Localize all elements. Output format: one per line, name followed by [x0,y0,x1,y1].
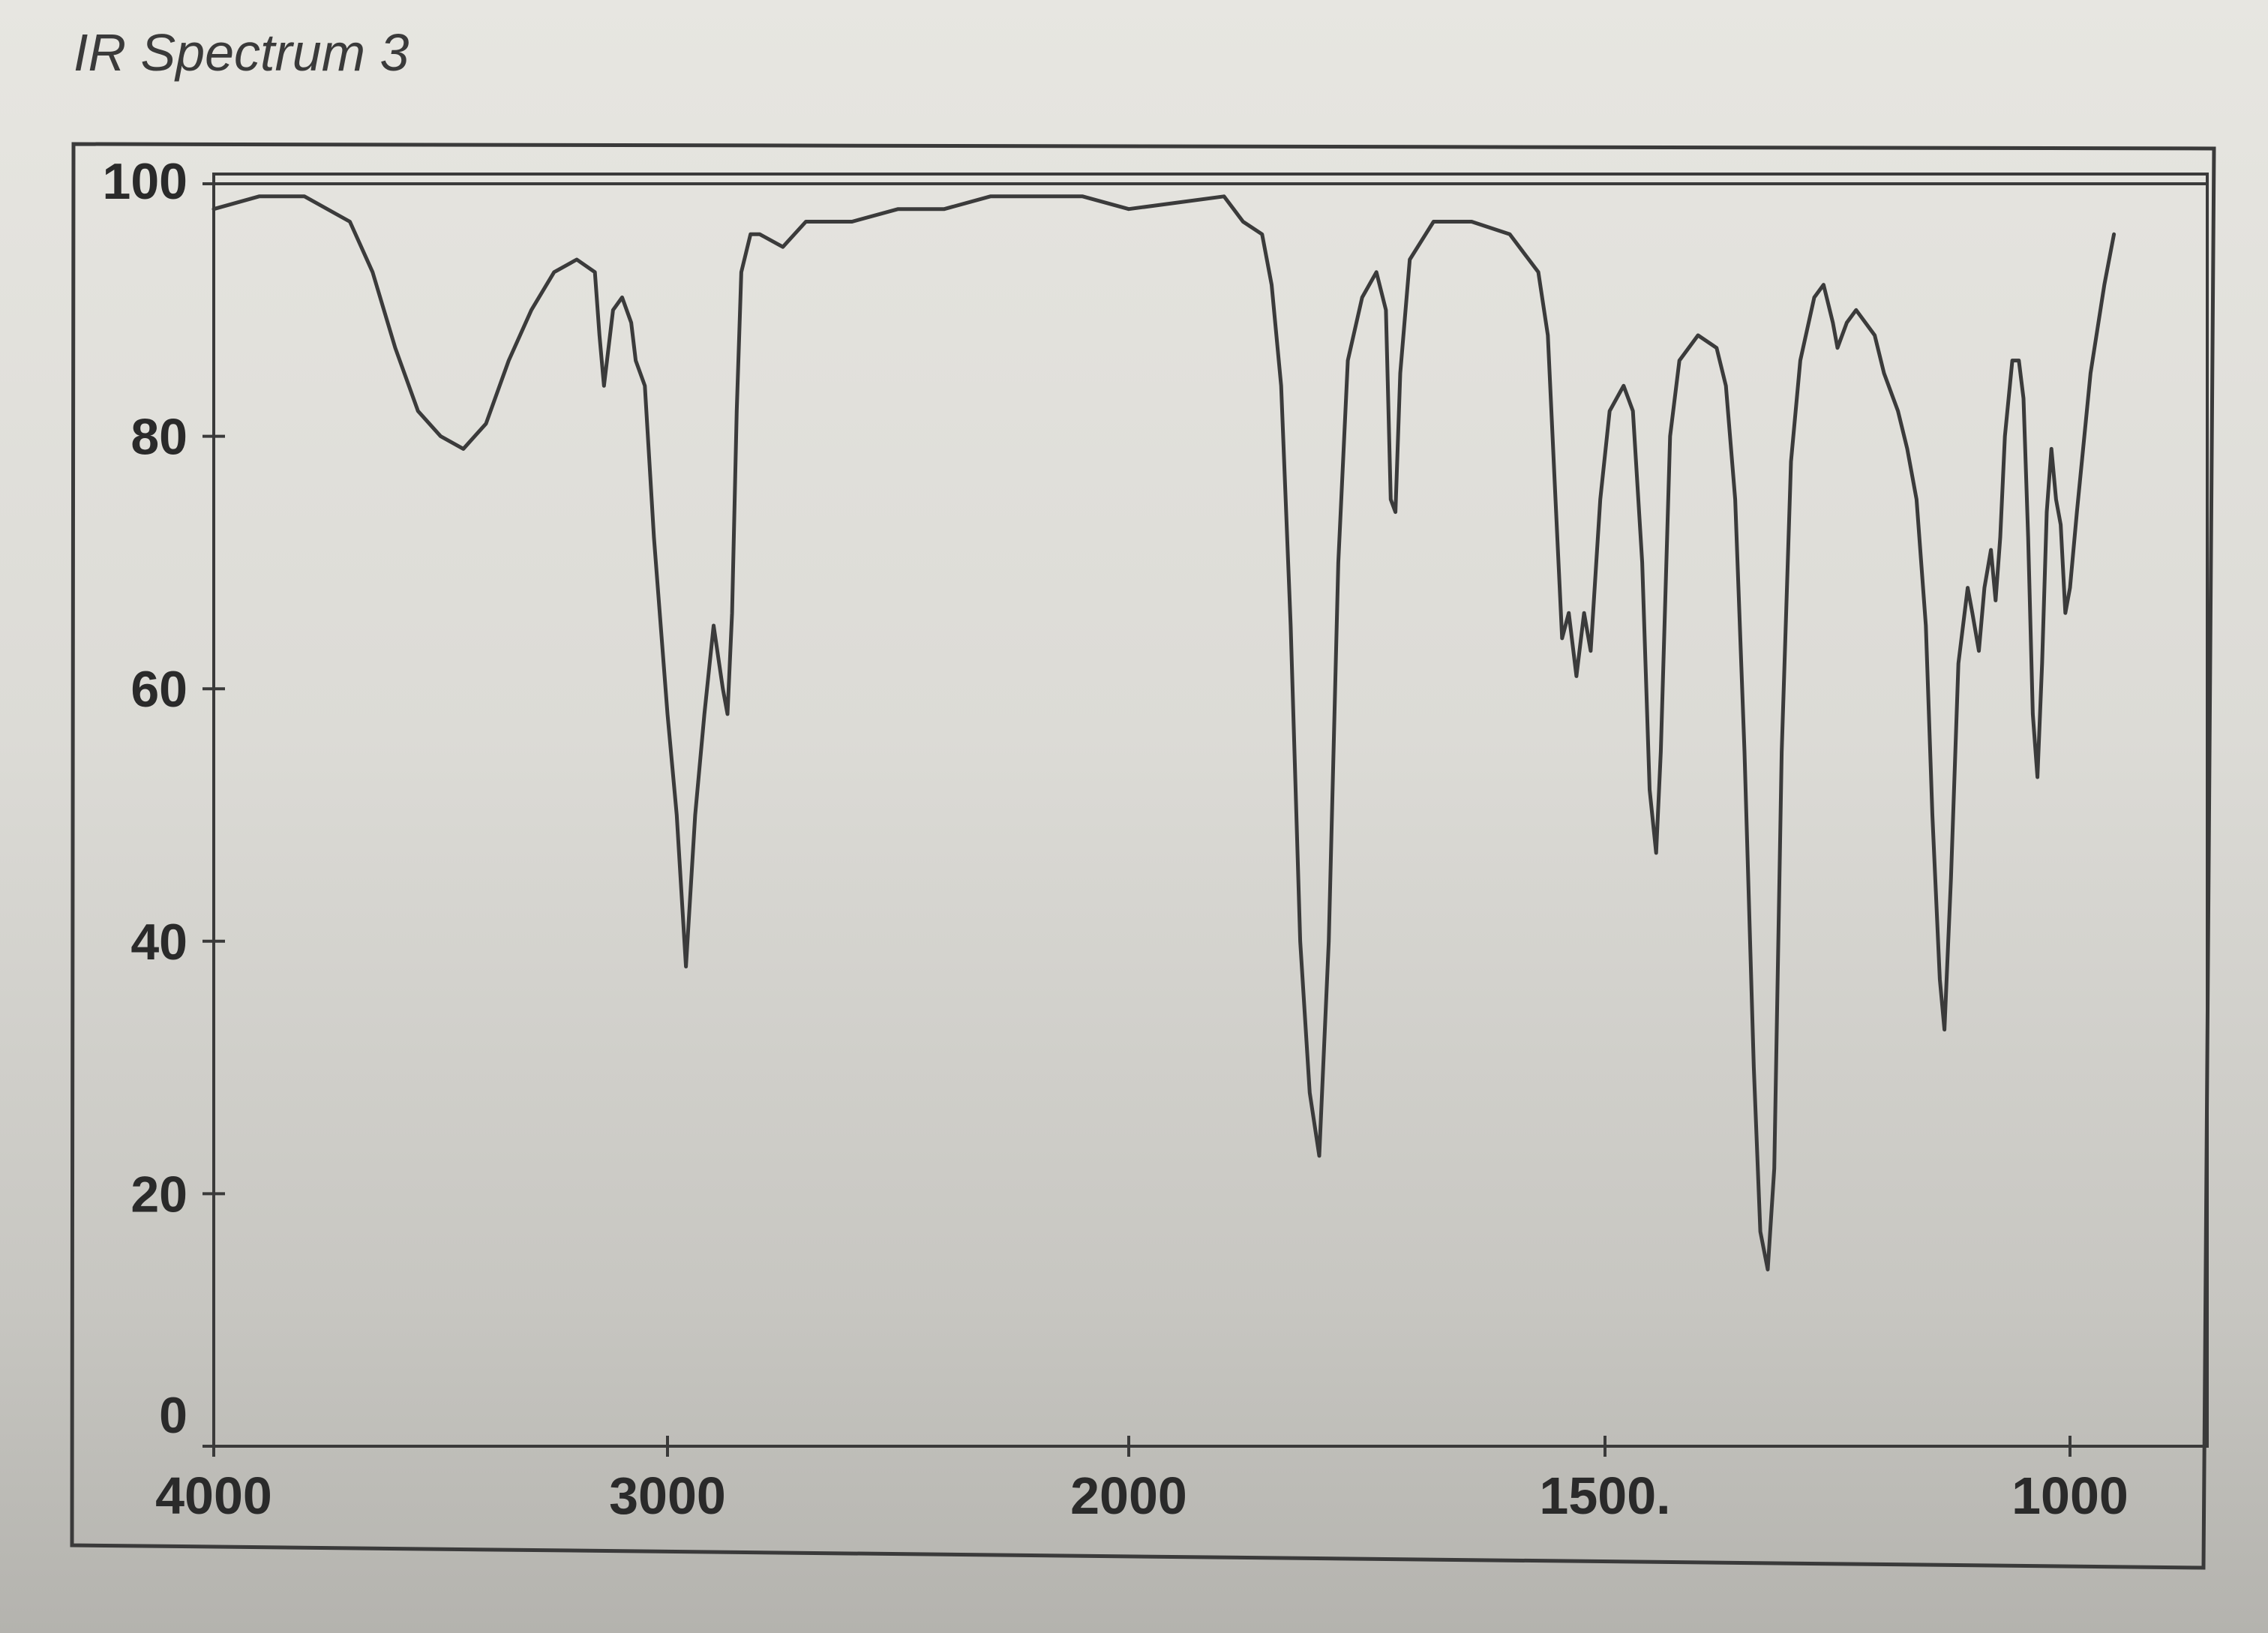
x-tick-label: 1500. [1539,1466,1670,1525]
x-tick-label: 2000 [1070,1466,1187,1525]
plot-area-frame [212,173,2209,1448]
x-tick-label: 3000 [609,1466,726,1525]
figure-caption: IR Spectrum 3 [74,23,410,82]
y-tick-label: 60 [130,661,188,718]
spectrum-line [212,194,2116,1271]
x-tick-label: 1000 [2012,1466,2128,1525]
y-tick-label: 100 [103,153,188,210]
y-tick-label: 80 [130,409,188,466]
y-tick-label: 20 [130,1166,188,1223]
y-axis-ticks: 0 20 40 60 80 100 [103,153,225,1448]
outer-frame [70,142,2216,1570]
y-tick-label: 40 [130,914,188,971]
y-tick-label: 0 [159,1387,188,1444]
x-axis-ticks: 4000 3000 2000 1500. 1000 [155,1436,2128,1525]
x-tick-label: 4000 [155,1466,272,1525]
